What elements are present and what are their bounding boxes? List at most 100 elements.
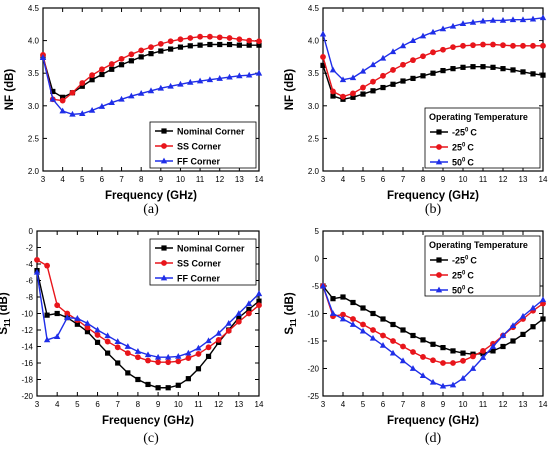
x-tick-label: 4	[55, 400, 60, 409]
legend-temp-value: 25	[452, 271, 462, 281]
data-point	[400, 61, 406, 68]
legend-unit: C	[470, 256, 477, 266]
legend-label: Nominal Corner	[177, 127, 245, 137]
data-point	[167, 82, 174, 89]
series-1	[34, 268, 262, 391]
legend-temp-value: 50	[452, 158, 462, 168]
data-point	[440, 360, 446, 366]
data-point	[540, 300, 546, 307]
y-tick-label: -12	[21, 326, 33, 335]
data-point	[64, 310, 71, 317]
data-point	[360, 84, 366, 91]
x-tick-label: 5	[80, 175, 85, 184]
legend-unit: C	[467, 158, 474, 168]
data-point	[430, 341, 436, 347]
data-point	[509, 322, 517, 328]
legend: Nominal Corner SS Corner FF Corner	[149, 121, 257, 169]
data-point	[128, 58, 134, 64]
data-point	[168, 46, 174, 52]
panel-caption: (d)	[425, 431, 442, 446]
legend-label: -250 C	[452, 256, 477, 266]
data-point	[134, 348, 142, 354]
data-point	[167, 38, 174, 45]
x-axis-title: Frequency (GHz)	[102, 415, 194, 427]
data-point	[480, 64, 486, 70]
x-tick-label: 6	[100, 175, 105, 184]
legend-degree-superscript: 0	[462, 271, 466, 277]
y-tick-label: -10	[21, 310, 33, 319]
data-point	[197, 33, 203, 40]
data-point	[118, 55, 125, 62]
data-point	[157, 40, 164, 47]
series-line	[322, 285, 544, 387]
data-point	[540, 42, 546, 49]
legend-label: 500 C	[452, 286, 474, 296]
legend-label: -250 C	[452, 128, 477, 138]
y-tick-label: -15	[307, 337, 319, 346]
data-point	[128, 51, 135, 58]
plot-frame	[322, 7, 544, 172]
legend-box	[424, 235, 541, 297]
data-point	[429, 378, 437, 385]
data-point	[480, 348, 486, 354]
data-point	[520, 42, 526, 49]
data-point	[79, 80, 86, 86]
data-point	[104, 338, 111, 345]
x-tick-label: 4	[60, 175, 65, 184]
x-tick-label: 7	[119, 175, 124, 184]
y-tick-label: -20	[21, 392, 33, 401]
legend-swatch-marker	[435, 286, 443, 293]
x-tick-label: 14	[255, 175, 264, 184]
legend-swatch-marker	[436, 144, 442, 150]
data-point	[64, 314, 71, 321]
data-point	[43, 336, 51, 343]
x-tick-label: 3	[35, 400, 40, 409]
legend-temp-value: 50	[452, 286, 462, 296]
data-point	[519, 312, 527, 319]
y-tick-label: 4.0	[308, 37, 320, 46]
y-tick-label: -16	[21, 359, 33, 368]
data-point	[349, 74, 357, 81]
legend-swatch-marker	[161, 245, 167, 251]
data-point	[34, 256, 40, 263]
data-point	[158, 48, 164, 54]
series-2	[320, 41, 546, 100]
y-axis-title-main: S	[0, 327, 10, 335]
data-point	[104, 332, 111, 339]
data-point	[135, 376, 141, 383]
data-point	[430, 70, 436, 76]
y-tick-label: 4.5	[308, 4, 320, 13]
panel-caption: (c)	[143, 431, 159, 446]
data-point	[236, 315, 242, 321]
legend-label: FF Corner	[177, 274, 220, 284]
data-point	[84, 320, 91, 326]
data-point	[319, 282, 327, 289]
y-tick-label: -14	[21, 343, 33, 352]
data-point	[177, 36, 184, 43]
data-point	[369, 334, 377, 341]
data-point	[439, 382, 447, 389]
x-tick-label: 3	[321, 400, 326, 409]
data-point	[490, 64, 496, 70]
data-point	[226, 73, 233, 80]
data-point	[177, 80, 184, 87]
x-tick-label: 12	[499, 175, 508, 184]
data-point	[207, 41, 213, 48]
data-point	[499, 16, 507, 23]
data-point	[185, 376, 191, 382]
data-point	[207, 33, 213, 40]
data-point	[256, 42, 262, 48]
data-point	[147, 87, 155, 94]
legend-temp-value: -25	[452, 256, 465, 266]
y-axis-title-unit: (dB)	[284, 292, 296, 318]
x-tick-label: 9	[441, 400, 446, 409]
data-point	[370, 78, 376, 85]
data-point	[236, 72, 243, 79]
y-axis-title-unit: (dB)	[0, 292, 10, 318]
y-tick-label: -4	[26, 260, 34, 269]
data-point	[449, 22, 457, 29]
data-point	[205, 337, 212, 344]
data-point	[379, 54, 387, 61]
data-point	[530, 42, 536, 49]
data-point	[490, 41, 496, 48]
